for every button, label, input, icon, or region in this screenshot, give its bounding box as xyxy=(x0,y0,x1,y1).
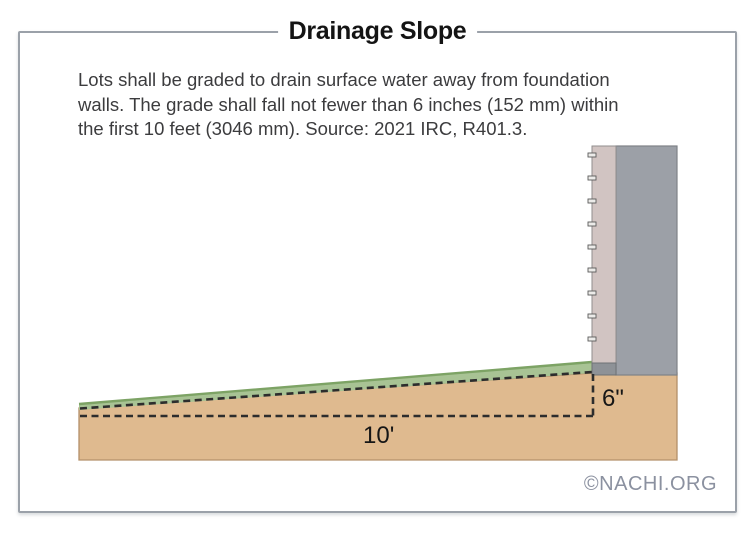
siding-tick-icon xyxy=(587,221,597,227)
siding-tick-icon xyxy=(587,152,597,158)
dimension-lines xyxy=(79,370,595,418)
description-line-3: the first 10 feet (3046 mm). Source: 202… xyxy=(78,118,528,140)
description-line-2: walls. The grade shall fall not fewer th… xyxy=(78,93,619,115)
copyright-credit: ©NACHI.ORG xyxy=(583,473,717,495)
siding-tick-icon xyxy=(587,198,597,204)
siding-tick-icon xyxy=(587,290,597,296)
run-label: 10' xyxy=(363,422,394,449)
siding-tick-icon xyxy=(587,244,597,250)
foundation-wall-gray xyxy=(615,145,678,376)
description-line-1: Lots shall be graded to drain surface wa… xyxy=(78,69,610,90)
description-text: Lots shall be graded to drain surface wa… xyxy=(78,68,718,142)
diagram-frame: Drainage Slope xyxy=(18,17,737,513)
footing-block xyxy=(591,362,617,376)
grade-slope-dashed-line xyxy=(79,370,593,410)
grass-top-edge xyxy=(78,360,593,406)
wall-siding-strip xyxy=(591,145,617,364)
siding-tick-icon xyxy=(587,175,597,181)
grass-slope xyxy=(79,362,592,410)
siding-tick-icon xyxy=(587,336,597,342)
page-title: Drainage Slope xyxy=(277,17,478,47)
siding-tick-icon xyxy=(587,313,597,319)
siding-tick-icon xyxy=(587,267,597,273)
rise-label: 6" xyxy=(602,385,624,412)
siding-tick-marks xyxy=(587,152,597,342)
